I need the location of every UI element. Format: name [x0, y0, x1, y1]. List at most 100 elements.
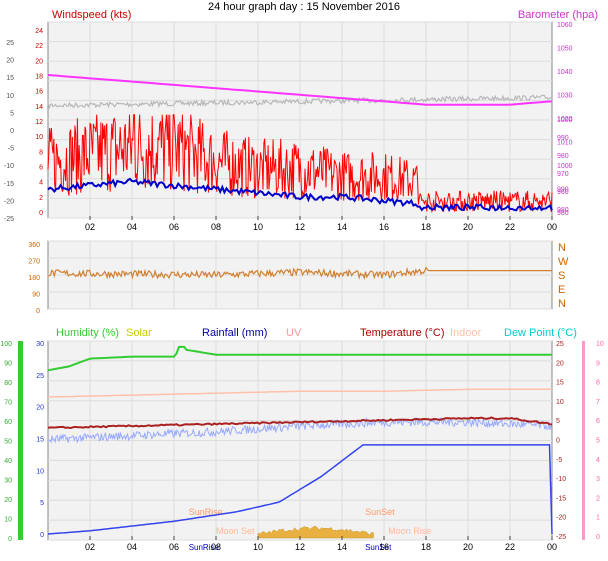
- humidity-axis-tick: 100: [0, 341, 12, 348]
- uv-axis-tick: 3: [596, 476, 600, 483]
- compass-label: W: [558, 256, 569, 268]
- rain-axis-tick: 5: [40, 500, 44, 507]
- rain-axis-tick: 25: [36, 373, 44, 380]
- wind-x-tick-label: 18: [421, 222, 431, 232]
- direction-axis-tick: 360: [28, 242, 40, 249]
- temp-axis-tick: 5: [10, 110, 14, 117]
- uv-axis-tick: 9: [596, 360, 600, 367]
- temp-x-tick-label: 02: [85, 542, 95, 552]
- baro-axis-tick: 990: [557, 187, 569, 194]
- baro-axis-tick: 1000: [557, 163, 573, 170]
- temp-axis-tick: 15: [556, 380, 564, 387]
- temp-axis-tick: -20: [4, 198, 14, 205]
- temp-x-tick-label: 14: [337, 542, 347, 552]
- temp-axis-tick: 25: [556, 341, 564, 348]
- temp-axis-tick: -20: [556, 515, 566, 522]
- baro-axis-tick: 1040: [557, 69, 573, 76]
- baro-axis-tick: 1000: [557, 117, 573, 124]
- legend-rainfall: Rainfall (mm): [202, 327, 267, 339]
- temp-x-tick-label: 20: [463, 542, 473, 552]
- humidity-axis-tick: 60: [4, 419, 12, 426]
- temp-axis-tick: 5: [556, 418, 560, 425]
- uv-axis-tick: 8: [596, 380, 600, 387]
- wind-axis-tick: 10: [35, 134, 43, 141]
- temp-x-tick-label: 08: [211, 542, 221, 552]
- avg-wind-trace: [47, 177, 553, 213]
- humidity-axis-tick: 40: [4, 458, 12, 465]
- temp-axis-tick: 20: [556, 360, 564, 367]
- temp-x-tick-label: 00: [547, 542, 557, 552]
- uv-axis-tick: 1: [596, 515, 600, 522]
- wind-axis-tick: 6: [39, 165, 43, 172]
- wind-x-tick-label: 08: [211, 222, 221, 232]
- legend-indoor: Indoor: [450, 327, 482, 339]
- baro-axis-tick: 1050: [557, 46, 573, 53]
- sunset-label: SunSet: [365, 507, 395, 517]
- wind-axis-tick: 0: [39, 210, 43, 217]
- temp-axis-tick: -15: [4, 181, 14, 188]
- temp-x-tick-label: 06: [169, 542, 179, 552]
- rain-axis-tick: 30: [36, 341, 44, 348]
- temp-axis-tick: 15: [6, 75, 14, 82]
- temp-x-tick-label: 10: [253, 542, 263, 552]
- wind-x-tick-label: 10: [253, 222, 263, 232]
- legend-temperature: Temperature (°C): [360, 327, 444, 339]
- compass-label: E: [558, 284, 565, 296]
- wind-axis-tick: 22: [35, 43, 43, 50]
- temp-axis-tick: -25: [556, 534, 566, 541]
- baro-axis-tick: 1030: [557, 93, 573, 100]
- wind-x-tick-label: 00: [547, 222, 557, 232]
- humidity-axis-tick: 50: [4, 439, 12, 446]
- wind-x-tick-label: 16: [379, 222, 389, 232]
- wind-axis-tick: 24: [35, 28, 43, 35]
- temp-x-tick-label: 22: [505, 542, 515, 552]
- rain-axis-tick: 10: [36, 468, 44, 475]
- uv-axis-tick: 10: [596, 341, 604, 348]
- temp-x-tick-label: 16: [379, 542, 389, 552]
- baro-axis-tick: 970: [557, 171, 569, 178]
- wind-axis-tick: 8: [39, 149, 43, 156]
- temp-x-tick-label: 18: [421, 542, 431, 552]
- sunrise-axis-label: SunRise: [189, 543, 220, 552]
- wind-axis-tick: 18: [35, 74, 43, 81]
- temp-axis-tick: 0: [556, 438, 560, 445]
- baro-axis-tick: 960: [557, 189, 569, 196]
- temp-axis-tick: -10: [4, 163, 14, 170]
- temp-axis-tick: 25: [6, 40, 14, 47]
- moonrise-label: Moon Rise: [388, 526, 431, 536]
- windspeed-trace: [47, 114, 553, 214]
- wind-x-tick-label: 02: [85, 222, 95, 232]
- uv-axis-tick: 6: [596, 418, 600, 425]
- direction-axis-tick: 270: [28, 259, 40, 266]
- wind-x-tick-label: 06: [169, 222, 179, 232]
- rain-axis-tick: 15: [36, 437, 44, 444]
- humidity-axis-tick: 0: [8, 536, 12, 543]
- compass-label: N: [558, 242, 566, 254]
- dewpoint-trace: [47, 417, 553, 444]
- moonset-label: Moon Set: [216, 526, 255, 536]
- wind-x-tick-label: 14: [337, 222, 347, 232]
- temp-axis-tick: -25: [4, 216, 14, 223]
- temp-axis-tick: 10: [556, 399, 564, 406]
- baro-axis-tick: 1010: [557, 140, 573, 147]
- temp-axis-tick: 10: [6, 93, 14, 100]
- wind-axis-tick: 14: [35, 104, 43, 111]
- humidity-axis-tick: 80: [4, 380, 12, 387]
- humidity-axis-tick: 10: [4, 517, 12, 524]
- humidity-axis-tick: 20: [4, 497, 12, 504]
- temp-axis-tick: -5: [8, 146, 14, 153]
- temp-axis-tick: -5: [556, 457, 562, 464]
- compass-label: S: [558, 270, 565, 282]
- rainfall-line: [47, 444, 553, 535]
- baro-axis-tick: 1020: [557, 116, 573, 123]
- humidity-line: [47, 345, 552, 372]
- baro-axis-tick: 980: [557, 210, 569, 217]
- wind-axis-tick: 2: [39, 195, 43, 202]
- legend-dewpoint: Dew Point (°C): [504, 327, 577, 339]
- rain-axis-tick: 0: [40, 532, 44, 539]
- baro-axis-tick: 1060: [557, 22, 573, 29]
- compass-label: N: [558, 298, 566, 310]
- humidity-axis-tick: 30: [4, 478, 12, 485]
